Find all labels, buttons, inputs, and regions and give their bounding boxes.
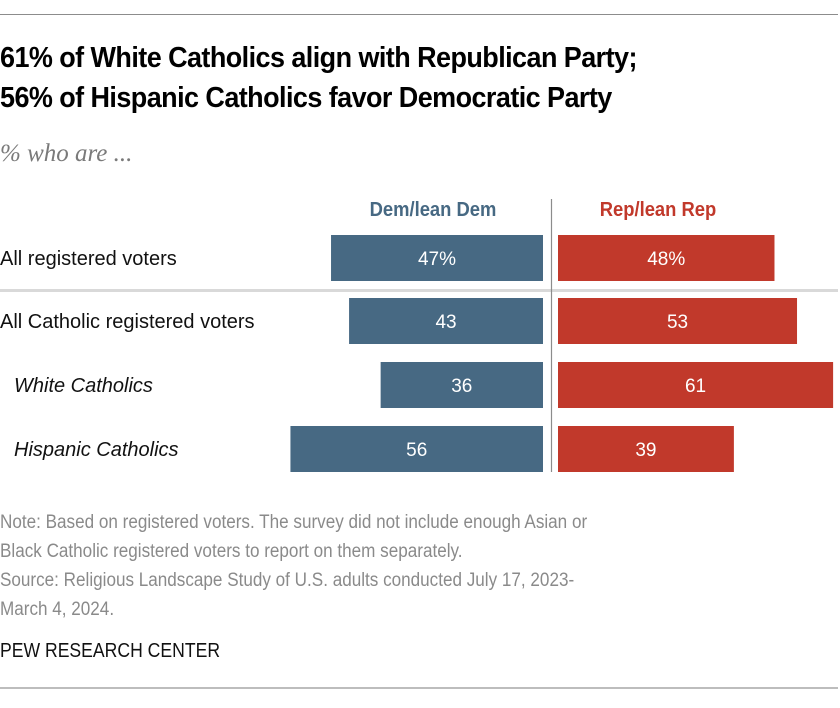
legend-dem: Dem/lean Dem	[370, 199, 497, 221]
data-label-dem: 36	[451, 376, 472, 397]
bar-dem	[290, 426, 543, 472]
note-line-1: Note: Based on registered voters. The su…	[0, 512, 588, 533]
group-divider	[0, 289, 838, 292]
chart-title: 61% of White Catholics align with Republ…	[0, 38, 779, 118]
data-label-rep: 61	[685, 376, 706, 397]
data-label-rep: 48%	[647, 249, 685, 270]
note-line-2: Black Catholic registered voters to repo…	[0, 541, 463, 562]
data-label-dem: 47%	[418, 249, 456, 270]
source-line-2: March 4, 2024.	[0, 599, 115, 620]
title-line-2: 56% of Hispanic Catholics favor Democrat…	[0, 82, 612, 114]
bar-rep	[558, 362, 834, 408]
category-label: White Catholics	[14, 375, 153, 397]
category-label: All registered voters	[0, 248, 177, 270]
bar-dem	[380, 362, 543, 408]
bottom-rule	[0, 687, 838, 689]
bar-rep	[558, 426, 734, 472]
bar-rep	[558, 298, 798, 344]
legend-rep: Rep/lean Rep	[600, 199, 716, 221]
bar-dem	[349, 298, 543, 344]
title-line-1: 61% of White Catholics align with Republ…	[0, 42, 637, 74]
category-label: Hispanic Catholics	[14, 439, 179, 461]
category-label: All Catholic registered voters	[0, 311, 255, 333]
diverging-bar-chart: Dem/lean Dem Rep/lean Rep All registered v…	[0, 199, 838, 472]
data-label-rep: 53	[667, 312, 688, 333]
pew-research-logo-text: PEW RESEARCH CENTER	[0, 640, 221, 662]
data-label-dem: 56	[406, 440, 427, 461]
data-label-rep: 39	[635, 440, 656, 461]
chart-subtitle: % who are ...	[0, 140, 133, 167]
source-line-1: Source: Religious Landscape Study of U.S…	[0, 570, 575, 591]
bar-rep	[558, 235, 775, 281]
top-rule	[0, 14, 838, 15]
bar-dem	[331, 235, 543, 281]
data-label-dem: 43	[435, 312, 456, 333]
footnote: Note: Based on registered voters. The su…	[0, 508, 754, 624]
